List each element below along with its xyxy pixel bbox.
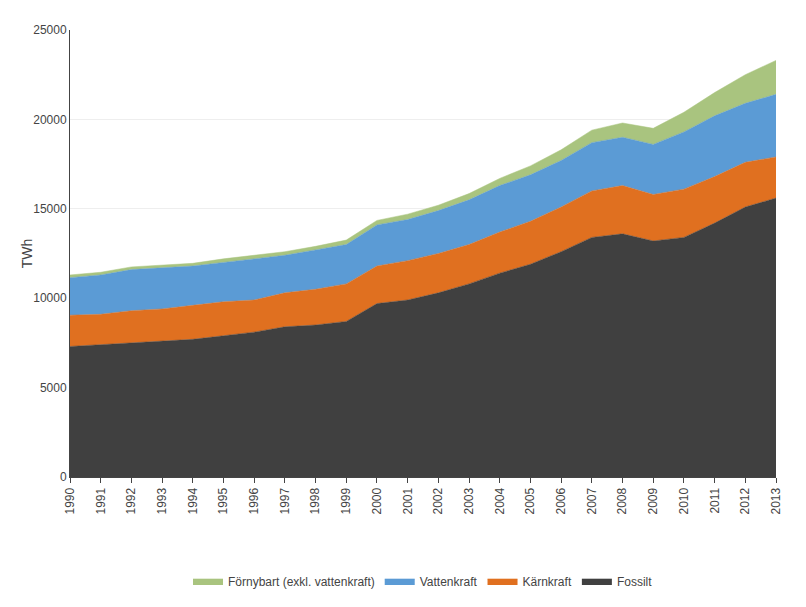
svg-text:25000: 25000 [33, 23, 67, 37]
svg-text:20000: 20000 [33, 113, 67, 127]
svg-text:2005: 2005 [523, 487, 537, 514]
svg-text:1995: 1995 [216, 487, 230, 514]
svg-text:10000: 10000 [33, 291, 67, 305]
svg-text:2013: 2013 [769, 487, 783, 514]
svg-text:2001: 2001 [401, 487, 415, 514]
svg-text:1993: 1993 [155, 487, 169, 514]
svg-text:1999: 1999 [339, 487, 353, 514]
svg-text:1992: 1992 [124, 487, 138, 514]
svg-text:Förnybart (exkl. vattenkraft): Förnybart (exkl. vattenkraft) [228, 575, 375, 589]
svg-text:2008: 2008 [615, 487, 629, 514]
svg-text:2006: 2006 [554, 487, 568, 514]
svg-text:2002: 2002 [431, 487, 445, 514]
svg-text:5000: 5000 [40, 381, 67, 395]
svg-text:1998: 1998 [308, 487, 322, 514]
svg-text:1990: 1990 [63, 487, 77, 514]
svg-text:2003: 2003 [462, 487, 476, 514]
svg-text:2007: 2007 [585, 487, 599, 514]
svg-text:0: 0 [60, 470, 67, 484]
svg-text:2012: 2012 [738, 487, 752, 514]
svg-text:Kärnkraft: Kärnkraft [523, 575, 572, 589]
svg-text:1994: 1994 [186, 487, 200, 514]
svg-text:Vattenkraft: Vattenkraft [420, 575, 478, 589]
svg-text:TWh: TWh [19, 239, 35, 269]
svg-text:2004: 2004 [493, 487, 507, 514]
svg-text:2011: 2011 [708, 487, 722, 513]
svg-text:1997: 1997 [278, 487, 292, 514]
svg-text:1991: 1991 [94, 487, 108, 514]
svg-text:2000: 2000 [370, 487, 384, 514]
svg-text:2009: 2009 [646, 487, 660, 514]
svg-text:15000: 15000 [33, 202, 67, 216]
svg-text:1996: 1996 [247, 487, 261, 514]
svg-text:Fossilt: Fossilt [617, 575, 652, 589]
svg-text:2010: 2010 [677, 487, 691, 514]
